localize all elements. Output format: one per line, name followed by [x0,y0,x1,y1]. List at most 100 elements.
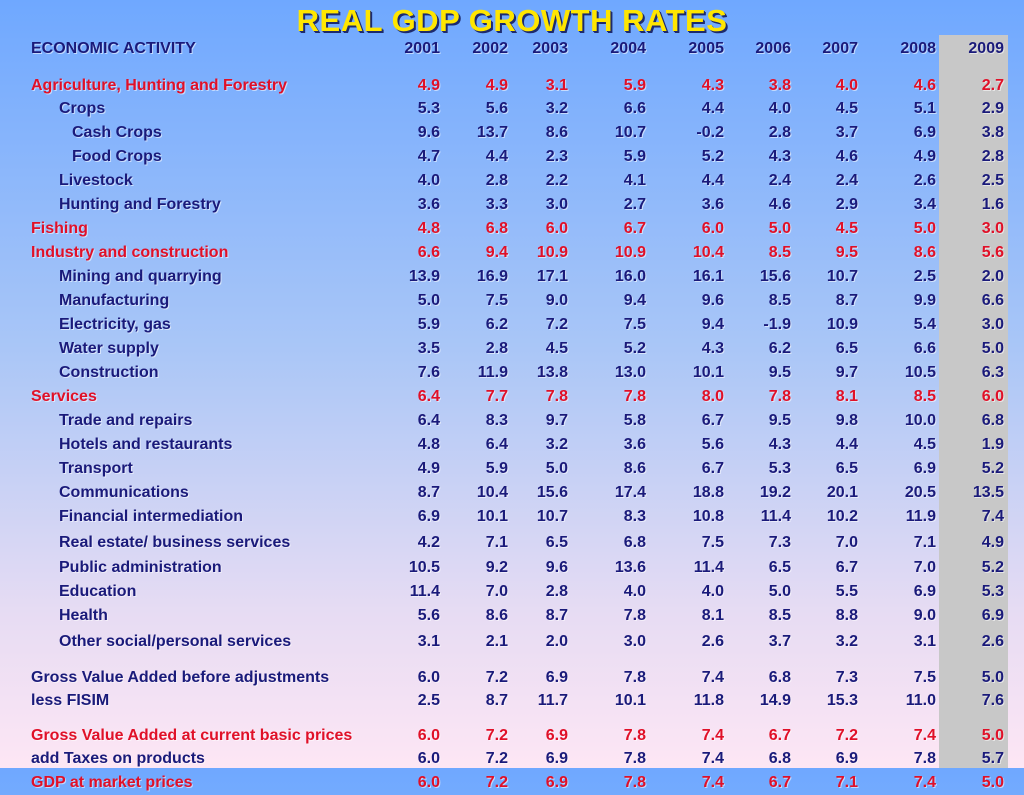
growth-value-2006: 7.8 [768,388,791,405]
table-row: Mining and quarrying 13.9 16.9 17.1 16.0 16.1… [0,265,1010,289]
growth-value-2001: 5.3 [417,100,440,117]
growth-value-2003: 3.2 [545,436,568,453]
row-label: Health [59,607,108,624]
growth-value-2005: 4.0 [701,583,724,600]
row-label: Cash Crops [72,124,162,141]
header-year: 2006 [755,40,791,57]
growth-value-2007: 2.4 [835,172,858,189]
row-label: Public administration [59,559,222,576]
growth-value-2004: 10.9 [614,244,646,261]
growth-value-2007: 3.2 [835,632,858,650]
growth-value-2002: 5.9 [485,460,508,477]
growth-value-2008: 6.9 [913,583,936,600]
row-label: Trade and repairs [59,412,193,429]
growth-value-2008: 4.5 [913,436,936,453]
growth-value-2001: 6.6 [417,244,440,261]
growth-value-2009: 7.4 [981,508,1004,525]
row-label: Hotels and restaurants [59,436,233,453]
growth-value-2005: 6.7 [701,412,724,429]
growth-value-2004: 7.8 [623,750,646,767]
growth-value-2001: 6.0 [417,727,440,744]
table-row: Gross Value Added at current basic price… [0,713,1010,747]
growth-value-2002: 7.2 [485,774,508,791]
row-label: Mining and quarrying [59,268,222,285]
growth-value-2002: 11.9 [477,364,508,381]
growth-value-2002: 7.1 [485,533,508,551]
growth-value-2001: 4.9 [417,77,440,94]
growth-value-2001: 3.6 [417,196,440,213]
growth-value-2008: 11.0 [905,692,936,709]
table-row: Crops 5.3 5.6 3.2 6.6 4.4 4.0 4.5 5.1 2.9 [0,97,1010,121]
growth-value-2008: 7.4 [913,774,936,791]
growth-value-2005: 6.7 [701,460,724,477]
growth-value-2005: 11.4 [693,559,724,576]
table-body: Agriculture, Hunting and Forestry 4.9 4.9 3… [0,63,1010,795]
growth-value-2007: 9.8 [835,412,858,429]
growth-value-2002: 2.1 [485,632,508,650]
growth-value-2003: 15.6 [536,484,568,501]
growth-value-2007: 3.7 [835,124,858,141]
growth-value-2006: 9.5 [768,364,791,381]
growth-value-2001: 3.5 [417,340,440,357]
growth-value-2006: 8.5 [768,244,791,261]
growth-value-2007: 6.5 [835,460,858,477]
table-row: Education 11.4 7.0 2.8 4.0 4.0 5.0 5.5 6.9 5.3 [0,580,1010,604]
growth-value-2001: 5.6 [417,607,440,624]
growth-value-2009: 1.9 [981,436,1004,453]
growth-value-2008: 2.5 [913,268,936,285]
table-row: Hunting and Forestry 3.6 3.3 3.0 2.7 3.6 4.6 2.… [0,193,1010,217]
growth-value-2006: 14.9 [759,692,791,709]
growth-value-2004: 10.7 [614,124,646,141]
header-year: 2005 [688,40,724,57]
table-row: Manufacturing 5.0 7.5 9.0 9.4 9.6 8.5 8.7 9.9 6.6 [0,289,1010,313]
growth-value-2007: 15.3 [826,692,858,709]
growth-value-2007: 9.7 [835,364,858,381]
growth-value-2003: 6.5 [545,533,568,551]
header-year: 2007 [822,40,858,57]
growth-value-2006: 5.0 [768,220,791,237]
growth-value-2007: 8.7 [835,292,858,309]
growth-value-2004: 17.4 [614,484,646,501]
growth-value-2002: 9.4 [485,244,508,261]
growth-value-2009: 5.0 [981,774,1004,791]
growth-value-2007: 7.2 [835,727,858,744]
row-label: Livestock [59,172,133,189]
growth-value-2003: 11.7 [537,692,568,709]
growth-value-2003: 9.6 [545,559,568,576]
growth-value-2007: 5.5 [835,583,858,600]
growth-value-2006: 6.7 [768,727,791,744]
growth-value-2002: 10.4 [476,484,508,501]
growth-value-2003: 17.1 [536,268,568,285]
growth-value-2008: 9.0 [913,607,936,624]
growth-value-2001: 3.1 [417,632,440,650]
table-row: Food Crops 4.7 4.4 2.3 5.9 5.2 4.3 4.6 4.9 2.8 [0,145,1010,169]
growth-value-2007: 7.1 [835,774,858,791]
growth-value-2005: 7.4 [701,669,724,686]
growth-value-2009: 5.2 [981,559,1004,576]
growth-value-2007: 6.7 [835,559,858,576]
header-year: 2002 [472,40,508,57]
growth-value-2005: 6.0 [701,220,724,237]
growth-value-2003: 2.2 [545,172,568,189]
growth-value-2008: 3.1 [913,632,936,650]
growth-value-2009: 3.0 [981,220,1004,237]
growth-value-2008: 6.9 [913,460,936,477]
growth-value-2004: 13.6 [614,559,646,576]
growth-value-2001: 6.0 [417,669,440,686]
row-label: Electricity, gas [59,316,171,333]
growth-value-2002: 16.9 [476,268,508,285]
growth-value-2009: 2.9 [981,100,1004,117]
growth-value-2001: 4.9 [417,460,440,477]
growth-value-2003: 8.6 [545,124,568,141]
growth-value-2003: 7.8 [545,388,568,405]
growth-value-2005: 4.3 [701,340,724,357]
row-label: Water supply [59,340,159,357]
growth-value-2008: 20.5 [904,484,936,501]
growth-value-2009: 6.8 [981,412,1004,429]
row-label: Crops [59,100,106,117]
growth-value-2004: 2.7 [623,196,646,213]
growth-value-2001: 6.4 [417,388,440,405]
growth-value-2006: 8.5 [768,292,791,309]
growth-value-2009: 3.0 [981,316,1004,333]
header-year: 2004 [610,40,646,57]
